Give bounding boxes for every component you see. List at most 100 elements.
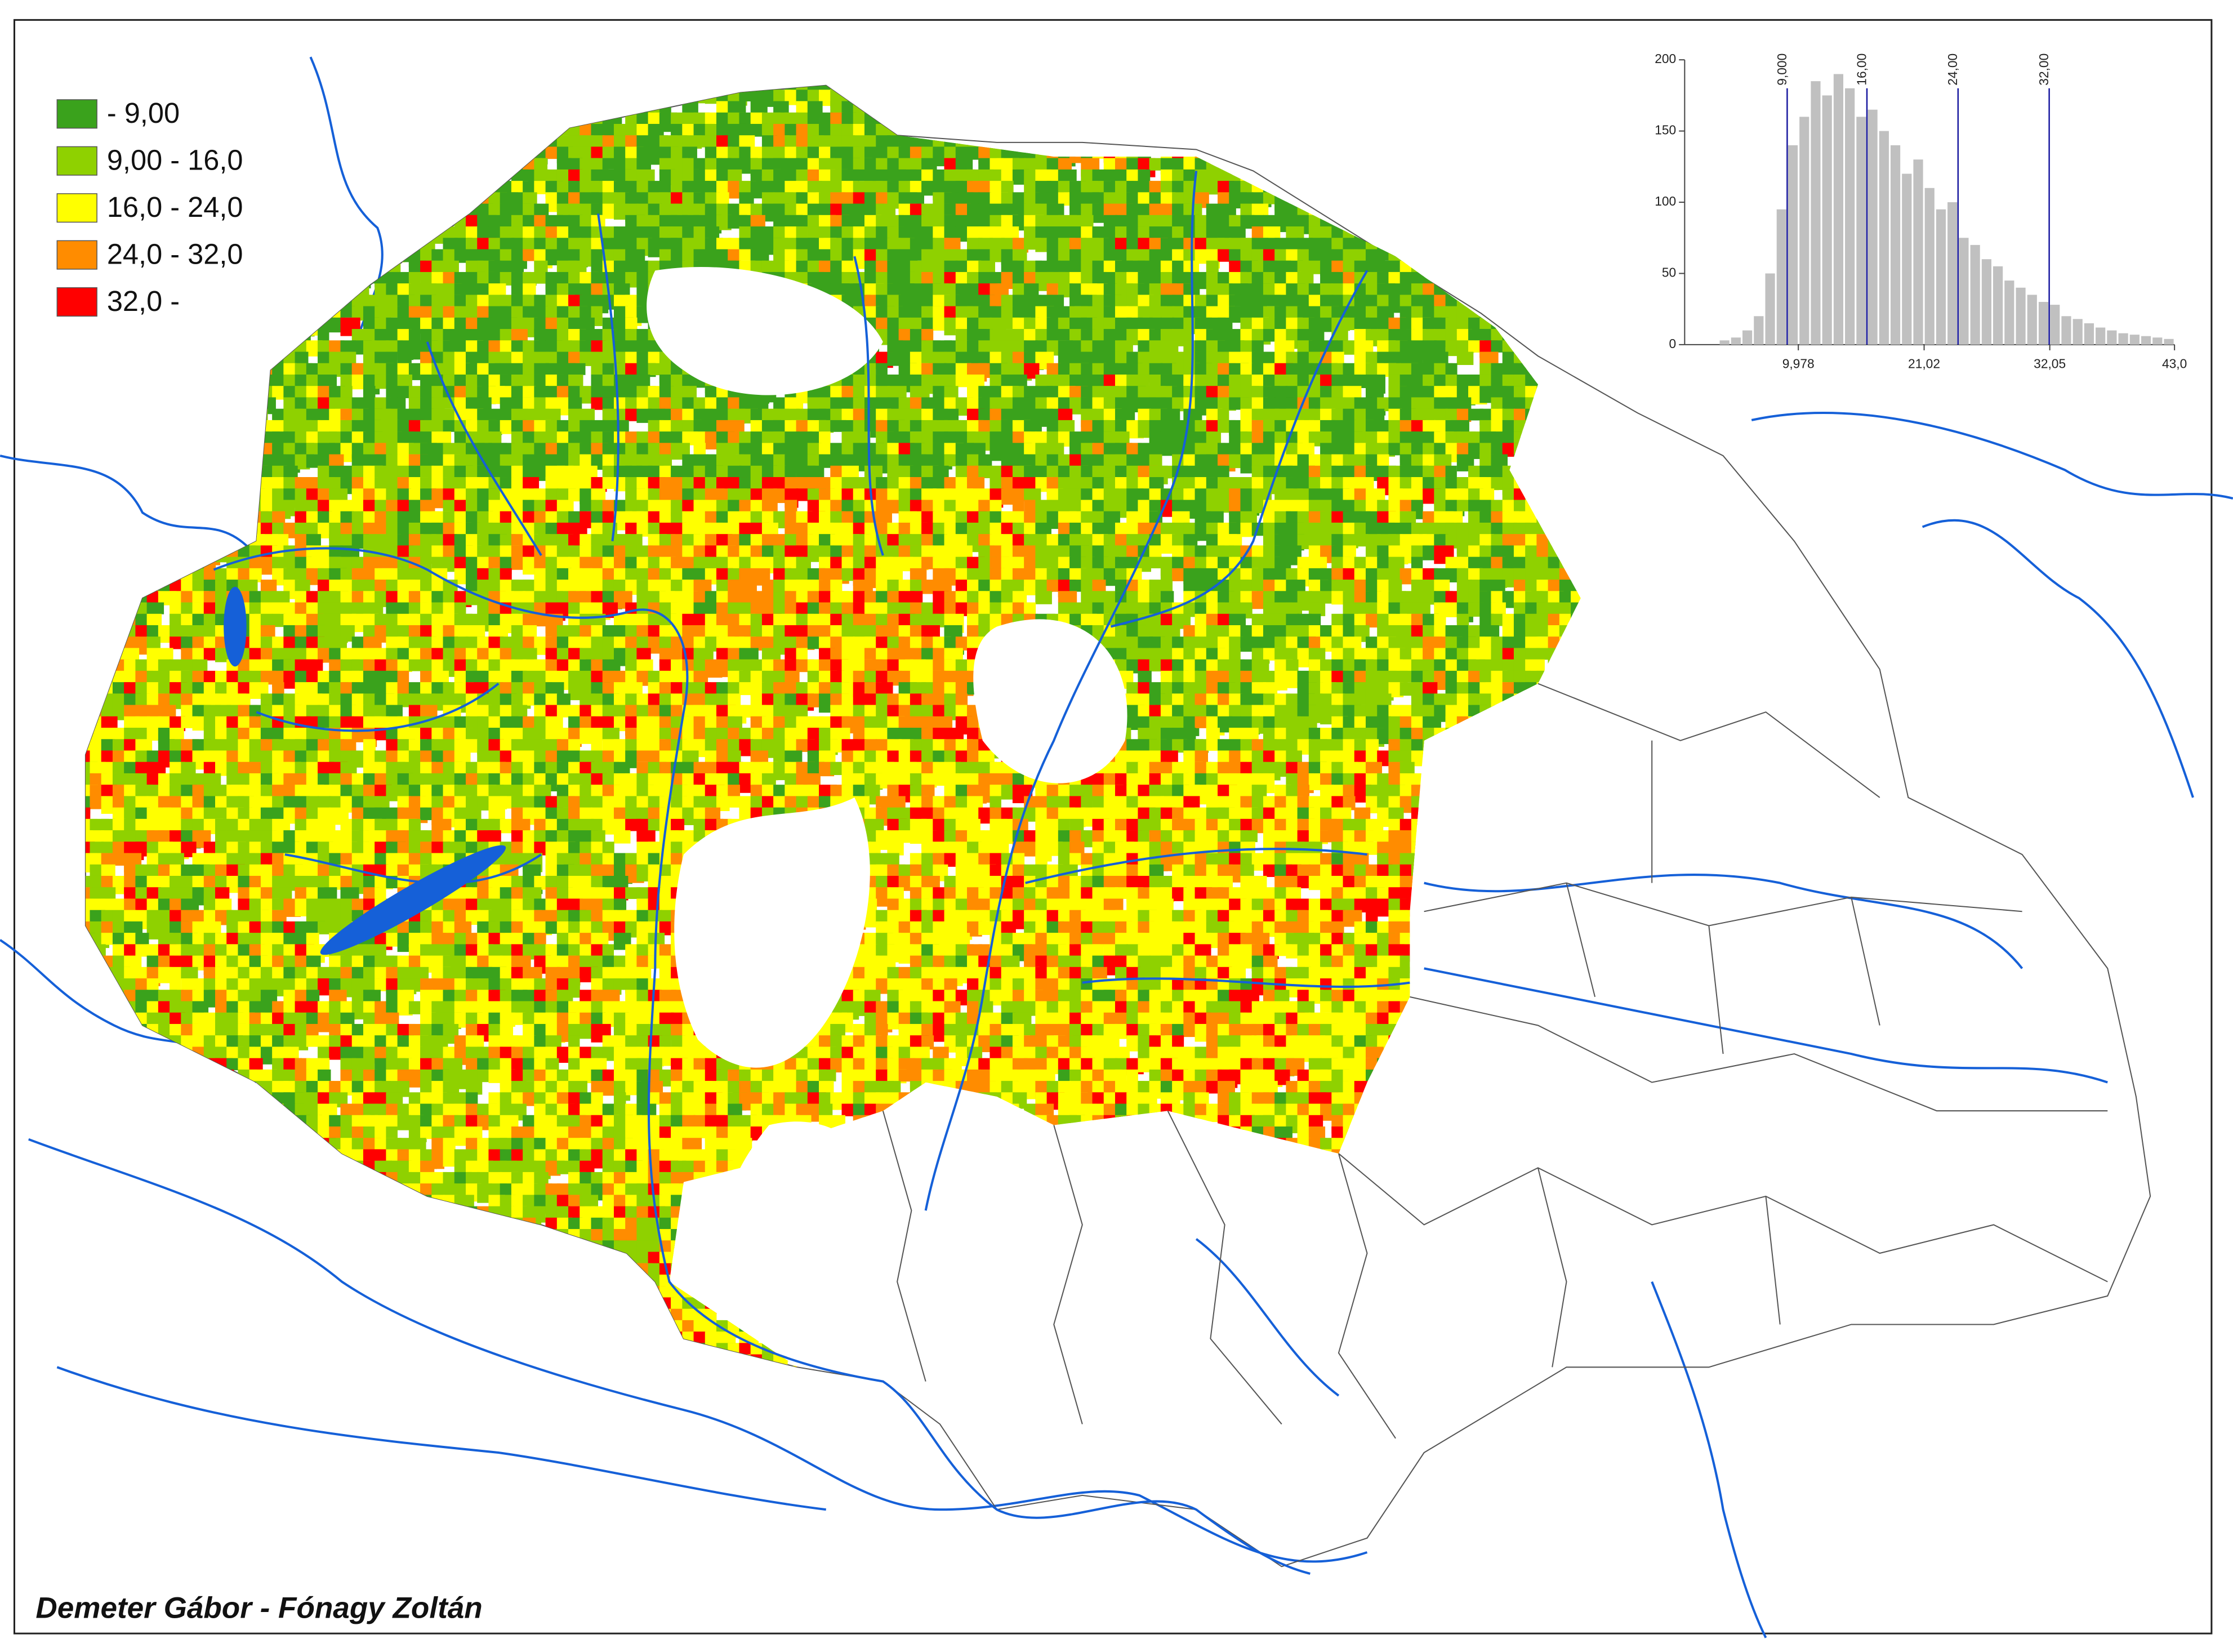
municipality [887, 135, 899, 150]
municipality [887, 522, 899, 536]
municipality [1081, 465, 1094, 478]
municipality [306, 477, 318, 491]
municipality [853, 169, 865, 181]
municipality [796, 226, 808, 239]
municipality [864, 135, 876, 148]
municipality [363, 340, 377, 354]
municipality [1012, 203, 1026, 216]
municipality [944, 431, 956, 444]
municipality [728, 443, 741, 455]
municipality [1308, 283, 1321, 296]
municipality [1160, 465, 1174, 479]
municipality [465, 329, 478, 341]
municipality [750, 146, 763, 161]
municipality [773, 101, 789, 114]
municipality [864, 386, 877, 398]
municipality [682, 101, 698, 114]
municipality [591, 146, 604, 159]
municipality [728, 238, 740, 252]
municipality [545, 420, 559, 433]
municipality [465, 351, 479, 364]
municipality [1423, 329, 1436, 342]
municipality [431, 408, 445, 421]
municipality [1138, 408, 1151, 421]
municipality [580, 123, 594, 137]
municipality [910, 158, 924, 171]
county-borders [882, 683, 2108, 1439]
municipality [716, 169, 729, 182]
municipality [556, 215, 570, 228]
municipality [830, 112, 844, 127]
municipality [443, 420, 455, 432]
municipality [830, 454, 843, 467]
municipality [739, 112, 751, 126]
municipality [1103, 158, 1116, 170]
municipality [420, 397, 434, 411]
municipality [1001, 169, 1016, 183]
municipality [465, 488, 479, 501]
municipality [1218, 169, 1230, 184]
river [56, 1366, 826, 1511]
municipality [295, 397, 308, 411]
municipality [1240, 203, 1253, 217]
municipality [910, 192, 924, 204]
municipality [454, 351, 468, 364]
municipality [636, 123, 651, 137]
municipality [306, 500, 318, 513]
municipality [1001, 397, 1014, 409]
municipality [556, 500, 574, 513]
municipality [1388, 363, 1401, 376]
municipality [1103, 181, 1119, 193]
municipality [1274, 500, 1288, 511]
municipality [602, 408, 615, 421]
municipality [1103, 397, 1117, 411]
municipality [591, 351, 603, 364]
municipality [1012, 249, 1027, 262]
municipality [1138, 203, 1152, 216]
municipality [682, 112, 697, 125]
municipality [671, 112, 685, 124]
municipality [580, 238, 593, 251]
municipality [511, 226, 523, 240]
municipality [773, 146, 786, 159]
municipality [556, 249, 569, 262]
municipality [1354, 488, 1366, 500]
municipality [796, 85, 815, 92]
municipality [978, 317, 992, 330]
municipality [750, 249, 769, 262]
municipality [705, 181, 717, 195]
municipality [1012, 488, 1025, 501]
municipality [625, 169, 639, 183]
municipality [1046, 431, 1060, 444]
municipality [1126, 158, 1140, 173]
municipality [659, 397, 672, 409]
municipality [910, 386, 930, 399]
municipality [1024, 443, 1037, 455]
municipality [1240, 477, 1254, 491]
municipality [785, 158, 800, 171]
municipality [1423, 306, 1436, 318]
municipality [1046, 158, 1059, 173]
municipality [306, 443, 319, 455]
municipality [807, 112, 819, 127]
municipality [990, 431, 1002, 444]
municipality [1479, 351, 1499, 364]
municipality [785, 181, 797, 196]
municipality [1081, 306, 1093, 319]
municipality [329, 488, 348, 502]
municipality [580, 408, 595, 422]
municipality [591, 169, 606, 181]
municipality [898, 317, 911, 329]
municipality [944, 408, 959, 422]
municipality [761, 500, 778, 512]
municipality [511, 260, 524, 273]
municipality [807, 90, 821, 102]
municipality [568, 488, 581, 502]
river [1424, 967, 2108, 1084]
municipality [739, 477, 751, 489]
municipality [534, 181, 549, 194]
municipality [830, 101, 845, 114]
municipality [1149, 420, 1162, 433]
municipality [523, 169, 536, 185]
